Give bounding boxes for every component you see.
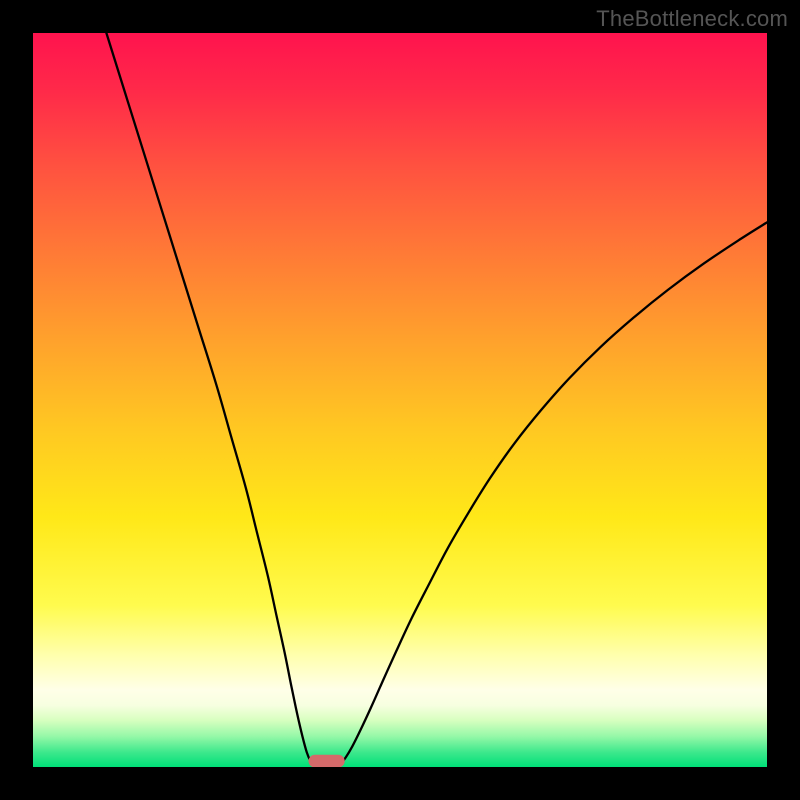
plot-background [33,33,767,767]
chart-frame: TheBottleneck.com [0,0,800,800]
optimal-marker [309,755,344,767]
watermark-text: TheBottleneck.com [596,6,788,32]
bottleneck-curve-chart [33,33,767,767]
plot-area [33,33,767,767]
